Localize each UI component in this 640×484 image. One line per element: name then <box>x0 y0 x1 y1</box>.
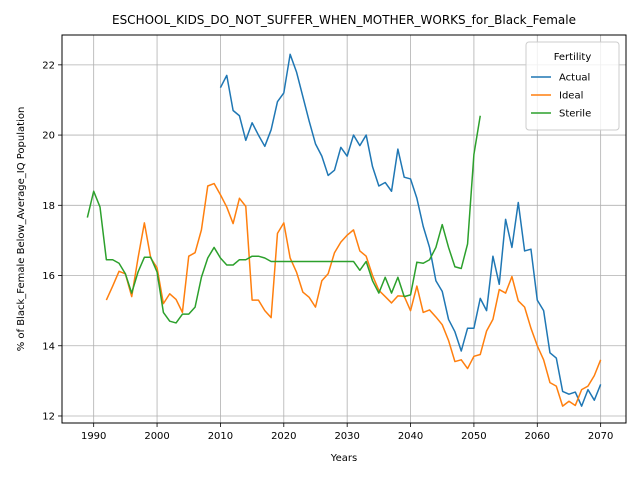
y-tick-label: 22 <box>42 60 55 71</box>
y-tick-label: 14 <box>42 341 55 352</box>
legend: Fertility Actual Ideal Sterile <box>525 41 620 131</box>
chart-title: ESCHOOL_KIDS_DO_NOT_SUFFER_WHEN_MOTHER_W… <box>112 13 576 27</box>
legend-label-actual: Actual <box>559 73 590 84</box>
x-tick-label: 2020 <box>271 431 296 442</box>
x-tick-label: 2060 <box>525 431 550 442</box>
y-axis-label: % of Black_Female Below_Average_IQ Popul… <box>16 107 27 352</box>
x-tick-label: 2070 <box>588 431 613 442</box>
legend-label-ideal: Ideal <box>559 91 583 102</box>
legend-box <box>525 41 620 131</box>
x-axis-ticks: 1990 2000 2010 2020 2030 2040 2050 2060 2070 <box>81 423 613 442</box>
legend-label-sterile: Sterile <box>559 109 591 120</box>
x-tick-label: 2040 <box>398 431 423 442</box>
x-tick-label: 2010 <box>208 431 233 442</box>
series-line-ideal <box>105 182 602 407</box>
plot-frame <box>61 34 627 424</box>
y-tick-label: 16 <box>42 271 55 282</box>
y-tick-label: 12 <box>42 411 55 422</box>
y-tick-label: 20 <box>42 131 55 142</box>
legend-title: Fertility <box>554 52 592 63</box>
x-axis-label: Years <box>330 453 357 464</box>
x-tick-label: 2030 <box>334 431 359 442</box>
y-tick-label: 18 <box>42 201 55 212</box>
legend-items: Actual Ideal Sterile <box>531 73 591 120</box>
series-line-actual <box>219 53 602 407</box>
x-tick-label: 1990 <box>81 431 106 442</box>
x-tick-label: 2000 <box>144 431 169 442</box>
x-tick-label: 2050 <box>461 431 486 442</box>
series-lines <box>86 53 602 407</box>
y-axis-ticks: 12 14 16 18 20 22 <box>42 60 62 422</box>
series-line-sterile <box>86 115 481 324</box>
